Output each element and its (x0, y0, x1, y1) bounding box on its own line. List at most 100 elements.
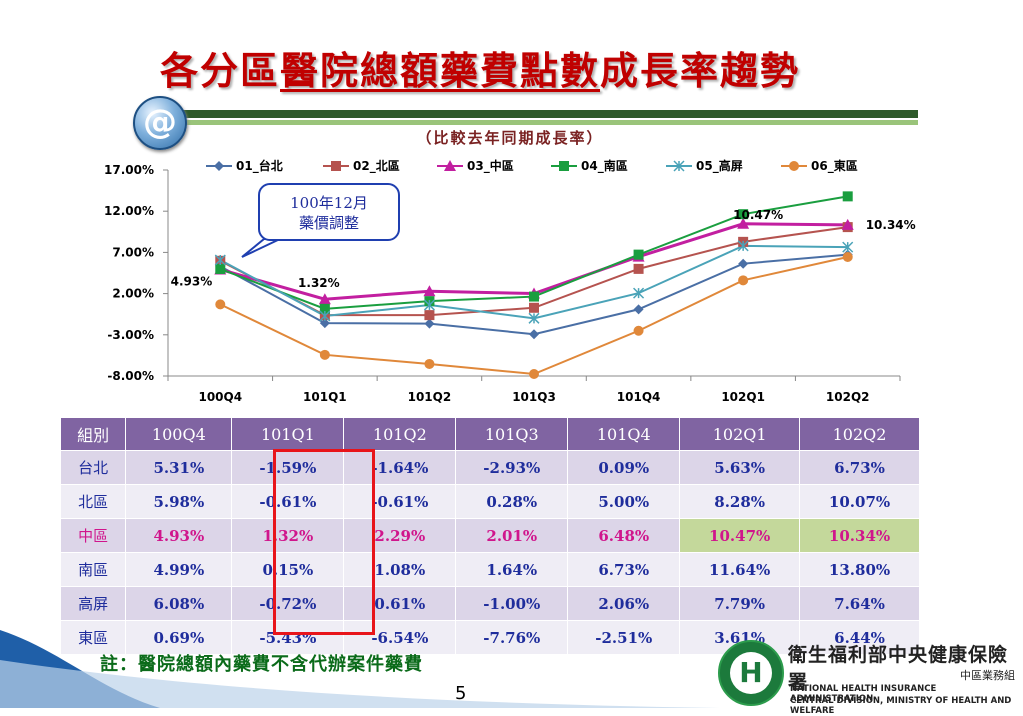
chart-subtitle: （比較去年同期成長率） (416, 129, 604, 147)
table-cell: 10.07% (799, 484, 920, 519)
y-tick-label: 17.00% (104, 163, 154, 177)
table-cell: -1.64% (343, 450, 457, 485)
data-label: 1.32% (298, 276, 340, 290)
footnote: 註：醫院總額內藥費不含代辦案件藥費 (100, 654, 423, 675)
nhi-logo-glyph: H (730, 652, 772, 694)
legend-label: 04_南區 (581, 158, 628, 174)
table-cell: 6.08% (125, 586, 233, 621)
data-point (737, 240, 749, 252)
data-point (331, 161, 341, 171)
x-tick-label: 101Q3 (512, 390, 556, 404)
table-cell: -7.76% (455, 620, 569, 655)
data-point (633, 325, 644, 336)
data-label: 10.47% (733, 208, 783, 222)
data-point (319, 349, 330, 360)
x-tick-label: 102Q2 (826, 390, 870, 404)
title-suffix: 成長率趨勢 (600, 48, 801, 93)
y-tick-label: 7.00% (112, 245, 154, 259)
legend-label: 03_中區 (467, 158, 514, 174)
x-tick-label: 101Q1 (303, 390, 347, 404)
table-cell: -0.61% (231, 484, 345, 519)
table-cell: 1.64% (455, 552, 569, 587)
table-cell: -0.61% (343, 484, 457, 519)
data-point (842, 241, 854, 253)
y-tick-label: -8.00% (107, 369, 154, 383)
table-cell: 0.61% (343, 586, 457, 621)
data-label: 10.34% (866, 218, 916, 232)
table-cell: -2.93% (455, 450, 569, 485)
table-header-row: 組別 100Q4 101Q1 101Q2 101Q3 101Q4 102Q1 1… (59, 417, 920, 451)
data-point (319, 318, 330, 329)
data-point (318, 293, 331, 305)
table-cell: 0.69% (125, 620, 233, 655)
data-point (319, 303, 330, 314)
callout-line1: 100年12月 (290, 194, 368, 212)
header-bar-dark (178, 110, 918, 118)
data-point (633, 287, 645, 299)
data-point (633, 304, 644, 315)
data-point (841, 218, 854, 230)
data-point (424, 318, 435, 329)
table-cell: 4.99% (125, 552, 233, 587)
table-header-cell: 101Q4 (567, 417, 681, 451)
data-point (633, 263, 644, 274)
title-prefix: 各分區 (160, 48, 281, 93)
table-cell: 0.28% (455, 484, 569, 519)
table-header-cell: 101Q2 (343, 417, 457, 451)
data-point (423, 299, 435, 311)
data-point (319, 310, 331, 322)
data-label: 4.93% (171, 274, 213, 288)
callout-line2: 藥價調整 (298, 214, 359, 232)
table-cell: 2.06% (567, 586, 681, 621)
row-label: 南區 (59, 552, 127, 587)
data-point (673, 160, 685, 172)
data-point (424, 358, 435, 369)
data-point (633, 249, 644, 260)
data-point (789, 161, 799, 171)
title-underlined: 醫院總額藥費點數 (280, 48, 601, 93)
data-point (529, 329, 539, 340)
table-cell: 6.73% (799, 450, 920, 485)
y-tick-label: 2.00% (112, 287, 154, 301)
legend-label: 01_台北 (236, 158, 283, 174)
data-point (529, 369, 539, 380)
data-point (738, 209, 749, 220)
growth-table: 組別 100Q4 101Q1 101Q2 101Q3 101Q4 102Q1 1… (59, 417, 920, 655)
table-cell: -2.51% (567, 620, 681, 655)
table-cell: 6.73% (567, 552, 681, 587)
table-cell: 5.98% (125, 484, 233, 519)
highlight-box-101q1 (273, 449, 375, 635)
table-cell: 6.44% (799, 620, 920, 655)
org-division-cn: 中區業務組 (960, 669, 1015, 682)
table-row: 高屏 6.08% -0.72% 0.61% -1.00% 2.06% 7.79%… (59, 586, 920, 621)
table-cell: -5.43% (231, 620, 345, 655)
x-tick-label: 100Q4 (198, 390, 242, 404)
org-name-en-line1: NATIONAL HEALTH INSURANCE ADMINISTRATION… (790, 684, 937, 704)
x-tick-label: 101Q2 (408, 390, 452, 404)
table-header-cell: 102Q1 (679, 417, 801, 451)
table-cell: 5.31% (125, 450, 233, 485)
legend-label: 05_高屏 (696, 158, 743, 174)
page-number: 5 (455, 683, 467, 704)
row-label: 北區 (59, 484, 127, 519)
table-header-cell: 組別 (59, 417, 127, 451)
table-cell: 8.28% (679, 484, 801, 519)
table-cell: 11.64% (679, 552, 801, 587)
table-cell: 6.48% (567, 518, 681, 553)
data-point (737, 217, 750, 229)
table-row: 台北 5.31% -1.59% -1.64% -2.93% 0.09% 5.63… (59, 450, 920, 485)
data-point (738, 275, 749, 286)
x-tick-label: 102Q1 (721, 390, 765, 404)
line-chart: 17.00% 12.00% 7.00% 2.00% -3.00% -8.00% 100Q4 1… (104, 158, 916, 404)
data-point (842, 252, 853, 263)
data-point (215, 263, 226, 274)
table-cell: 0.09% (567, 450, 681, 485)
row-label: 中區 (59, 518, 127, 553)
row-label: 東區 (59, 620, 127, 655)
table-cell: 1.08% (343, 552, 457, 587)
data-point (842, 191, 853, 202)
row-label: 台北 (59, 450, 127, 485)
table-header-cell: 101Q3 (455, 417, 569, 451)
at-sign-icon: @ (133, 96, 187, 150)
table-header-cell: 101Q1 (231, 417, 345, 451)
